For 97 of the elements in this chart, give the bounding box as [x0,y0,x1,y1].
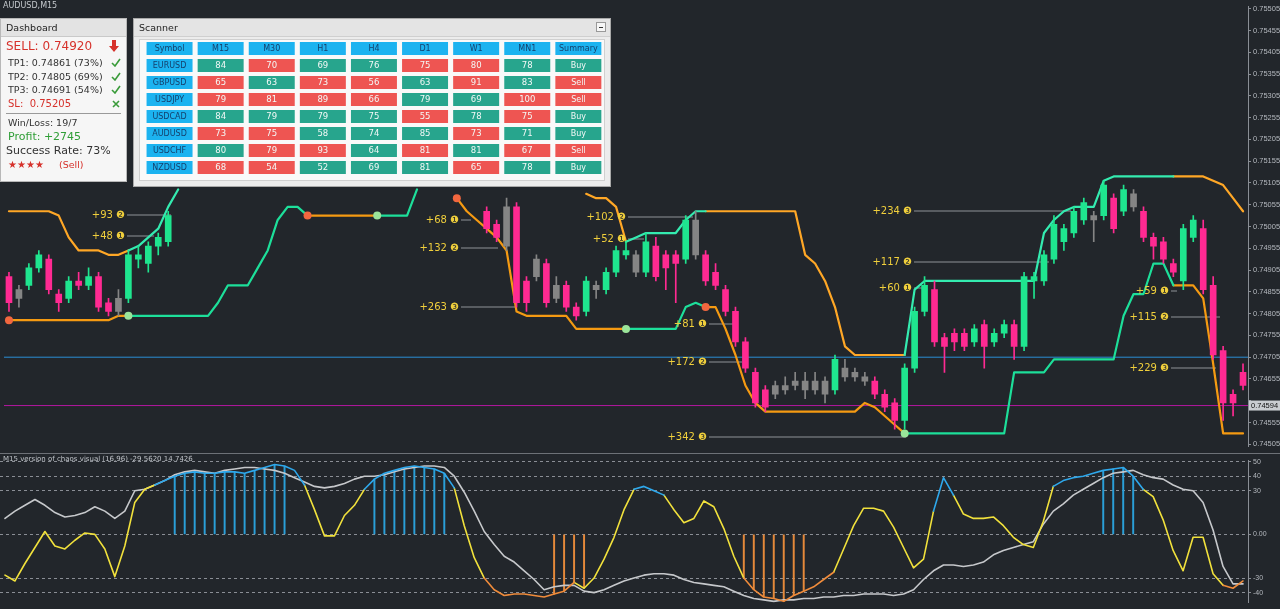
y2-axis-title: Summary [559,44,598,54]
data-label: 84 [215,111,227,122]
data-label: 81 [419,145,431,156]
x-tick-label: M15 [212,44,230,54]
annotation: (Sell) [59,158,84,172]
data-label: 75 [521,111,533,122]
annotation: +263 ❸ [419,300,460,312]
data-label: 89 [317,94,329,105]
data-label: 52 [317,162,329,173]
y-tick-label: GBPUSD [152,78,187,88]
y-tick-label: EURUSD [152,61,187,71]
annotation: +234 ❸ [872,204,913,216]
annotation: Profit: +2745 [8,130,82,144]
data-label: 75 [266,128,278,139]
data-label: 79 [419,94,431,105]
y2-tick-label: Buy [570,129,587,139]
x-tick-label: D1 [419,44,431,54]
annotation: +48 ❶ [91,229,126,241]
data-label: 79 [266,111,278,122]
annotation: +229 ❸ [1129,361,1170,373]
annotation: ★★★★ [8,158,44,172]
data-label: 69 [470,94,482,105]
data-label: 65 [215,77,227,88]
data-label: 70 [266,60,278,71]
data-label: 64 [368,145,380,156]
data-label: 78 [521,162,533,173]
annotation: TP1: 0.74861 (73%) [8,56,103,70]
annotation: +132 ❷ [419,241,460,253]
data-label: 63 [266,77,278,88]
y-tick-label: USDJPY [155,95,185,105]
data-label: 80 [215,145,227,156]
data-label: 75 [419,60,431,71]
data-label: 81 [470,145,482,156]
annotation: TP3: 0.74691 (54%) [8,83,103,97]
y2-tick-label: Sell [571,95,586,105]
annotation: +342 ❸ [667,430,708,442]
data-label: 71 [521,128,533,139]
chart-title: AUDUSD,M15 [3,1,58,11]
y2-tick-label: Buy [570,61,587,71]
annotation: +60 ❶ [878,281,913,293]
y2-tick-label: Buy [570,163,587,173]
annotation: +93 ❷ [91,208,126,220]
annotation: +115 ❷ [1129,310,1170,322]
data-label: 81 [266,94,278,105]
y-tick-label: USDCAD [152,112,187,122]
x-tick-label: H1 [317,44,329,54]
data-label: 83 [521,77,533,88]
x-tick-label: MN1 [518,44,537,54]
data-label: 84 [215,60,227,71]
data-label: 63 [419,77,431,88]
annotation: +68 ❶ [425,213,460,225]
data-label: 54 [266,162,278,173]
annotation: TP2: 0.74805 (69%) [8,70,103,84]
x-tick-label: M30 [263,44,281,54]
y-axis-title: Symbol [154,44,185,54]
x-tick-label: H4 [368,44,380,54]
data-label: 73 [215,128,227,139]
data-label: 65 [470,162,482,173]
data-label: 79 [317,111,329,122]
data-label: 91 [470,77,482,88]
data-label: 80 [470,60,482,71]
data-label: 55 [419,111,431,122]
data-label: 58 [317,128,329,139]
annotation: Win/Loss: 19/7 [8,116,78,130]
annotation: SELL: 0.74920 [6,39,93,53]
data-label: 79 [266,145,278,156]
data-label: 73 [470,128,482,139]
text: Scanner [139,22,178,33]
y2-tick-label: Sell [571,78,586,88]
data-label: 68 [215,162,227,173]
data-label: 73 [317,77,329,88]
text: Dashboard [6,22,58,33]
data-label: 69 [368,162,380,173]
data-label: 76 [368,60,380,71]
data-label: 78 [470,111,482,122]
annotation: +172 ❷ [667,355,708,367]
y2-tick-label: Buy [570,112,587,122]
annotation: +117 ❷ [872,255,913,267]
data-label: 66 [368,94,380,105]
data-label: 74 [368,128,380,139]
data-label: 81 [419,162,431,173]
data-label: 85 [419,128,431,139]
data-label: 56 [368,77,380,88]
x-tick-label: W1 [469,44,483,54]
data-label: 69 [317,60,329,71]
y-tick-label: USDCHF [152,146,187,156]
data-label: 75 [368,111,380,122]
annotation: SL: 0.75205 [8,97,71,111]
y2-tick-label: Sell [571,146,586,156]
data-label: 93 [317,145,329,156]
annotation: Success Rate: 73% [6,144,111,158]
data-label: 100 [519,94,536,105]
data-label: 79 [215,94,227,105]
data-label: 78 [521,60,533,71]
y-tick-label: AUDUSD [152,129,187,139]
y-tick-label: NZDUSD [152,163,187,173]
data-label: 67 [521,145,533,156]
